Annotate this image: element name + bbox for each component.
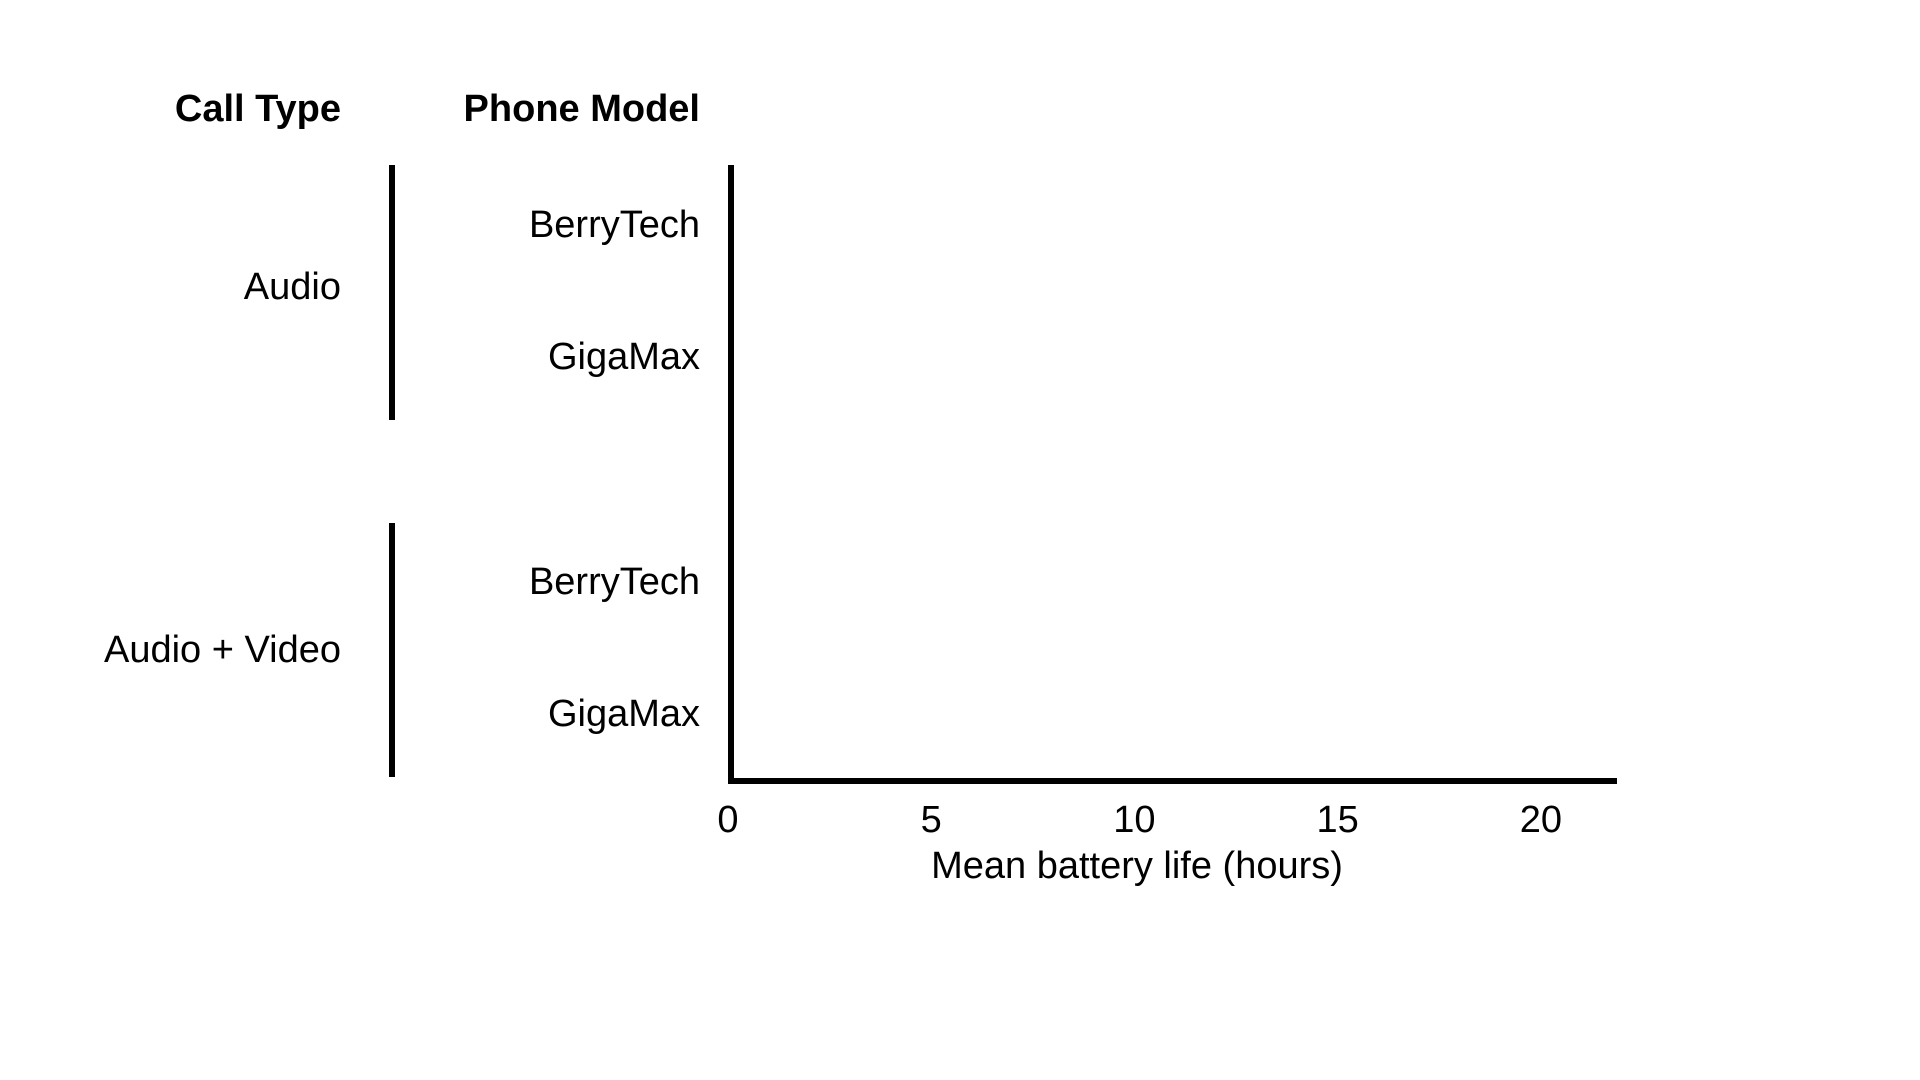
group-label: Audio (244, 266, 341, 308)
group-audio: Audio BerryTech GigaMax (244, 165, 700, 420)
category-label: BerryTech (529, 204, 700, 246)
x-tick-labels: 0 5 10 15 20 (717, 799, 1562, 841)
x-axis-label: Mean battery life (hours) (931, 845, 1343, 887)
group-header: Call Type (175, 88, 341, 130)
group-label: Audio + Video (104, 629, 341, 671)
x-tick-label: 0 (717, 799, 738, 841)
x-tick-label: 10 (1113, 799, 1155, 841)
category-label: GigaMax (548, 336, 700, 378)
category-label: GigaMax (548, 693, 700, 735)
x-tick-label: 20 (1520, 799, 1562, 841)
group-audio-video: Audio + Video BerryTech GigaMax (104, 523, 700, 777)
x-tick-label: 5 (921, 799, 942, 841)
x-tick-label: 15 (1316, 799, 1358, 841)
category-label: BerryTech (529, 561, 700, 603)
category-header: Phone Model (464, 88, 700, 130)
